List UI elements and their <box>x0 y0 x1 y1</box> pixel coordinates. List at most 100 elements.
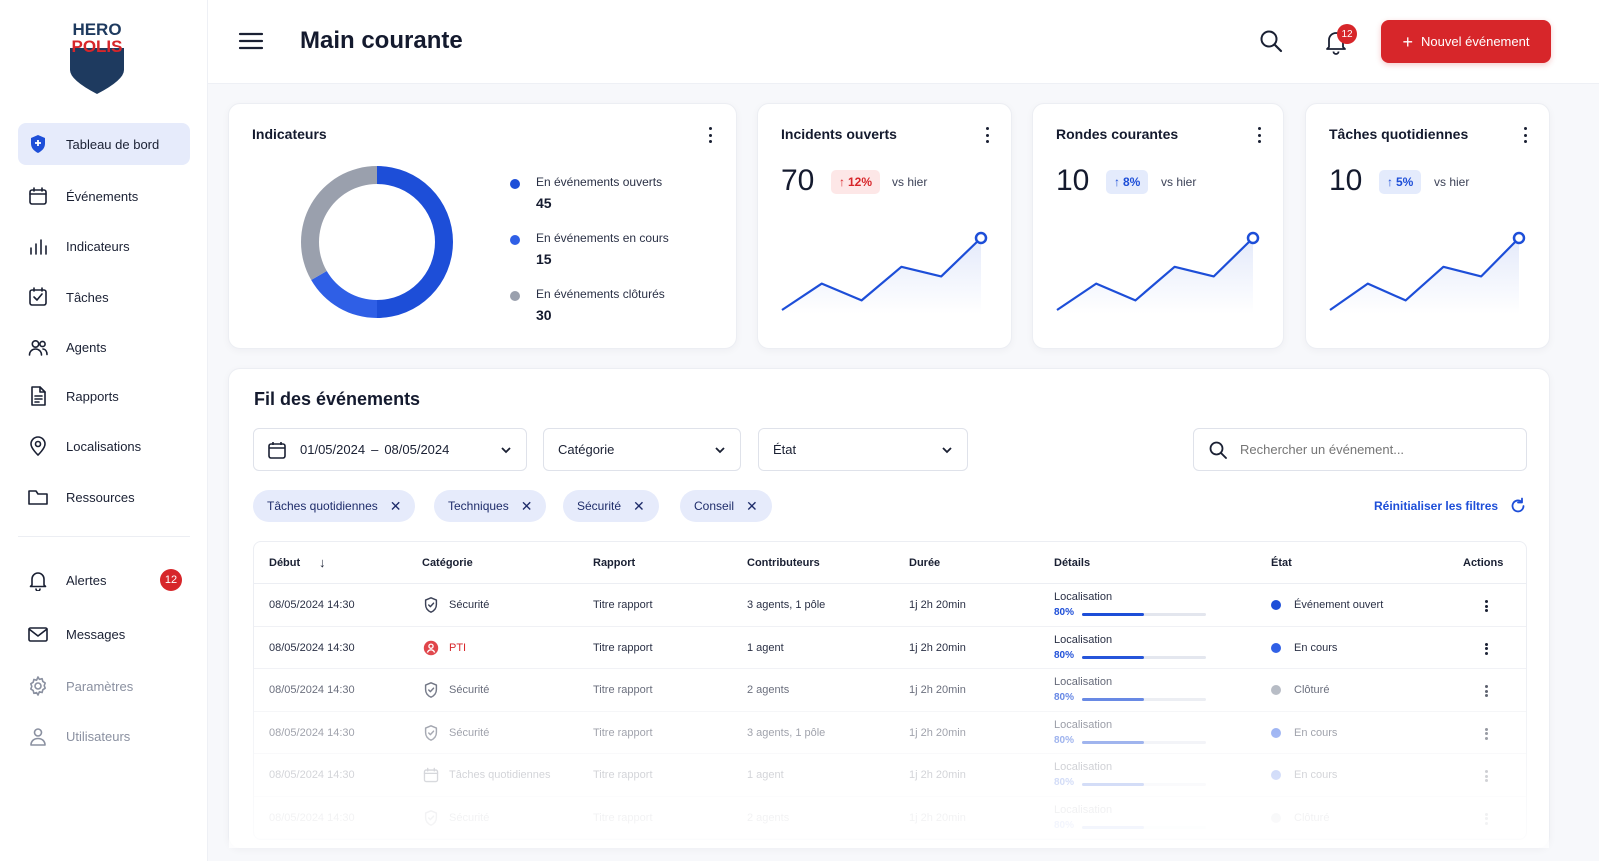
table-row[interactable]: 08/05/2024 14:30 Sécurité Titre rapport 3 a… <box>254 712 1526 754</box>
sidebar-item-label: Paramètres <box>66 678 134 694</box>
table-row[interactable]: 08/05/2024 14:30 Sécurité Titre rapport 3 a… <box>254 584 1526 627</box>
category-select[interactable]: Catégorie <box>543 428 741 471</box>
event-search-input[interactable] <box>1240 442 1510 457</box>
table-row[interactable]: 08/05/2024 14:30 Tâches quotidiennes Titre… <box>254 754 1526 797</box>
date-range-picker[interactable]: 01/05/2024 – 08/05/2024 <box>253 428 527 471</box>
close-icon[interactable]: ✕ <box>389 497 402 514</box>
progress-fill <box>1082 655 1144 659</box>
kpi-value: 10 <box>1329 164 1363 197</box>
map-pin-icon <box>27 435 49 457</box>
report-title[interactable]: Titre rapport <box>593 641 653 654</box>
sidebar-item-messages[interactable]: Messages <box>18 613 190 655</box>
state-select[interactable]: État <box>758 428 968 471</box>
indicators-card: Indicateurs En événements ouverts 45 En év… <box>228 103 737 349</box>
legend-label: En événements en cours <box>536 231 669 245</box>
kpi-card: Rondes courantes 10 ↑ 8% vs hier <box>1032 103 1284 349</box>
more-options-icon[interactable] <box>1517 125 1533 145</box>
sidebar-item-evenements[interactable]: Événements <box>18 175 190 217</box>
filter-chip-label: Techniques <box>448 499 509 513</box>
close-icon[interactable]: ✕ <box>746 497 758 514</box>
row-actions-icon[interactable] <box>1478 726 1494 742</box>
sidebar-item-tableau-de-bord[interactable]: Tableau de bord <box>18 123 190 165</box>
column-header: Actions <box>1463 557 1504 569</box>
row-actions-icon[interactable] <box>1478 811 1494 827</box>
event-search-field[interactable] <box>1193 428 1527 471</box>
refresh-icon[interactable] <box>1509 497 1527 520</box>
sidebar-item-agents[interactable]: Agents <box>18 326 190 368</box>
report-title[interactable]: Titre rapport <box>593 599 653 611</box>
plus-icon: + <box>1402 31 1414 52</box>
shield-check-icon <box>422 596 440 617</box>
close-icon[interactable]: ✕ <box>633 497 645 514</box>
sidebar-item-rapports[interactable]: Rapports <box>18 375 190 417</box>
sidebar-item-label: Tableau de bord <box>66 136 160 152</box>
sidebar-item-taches[interactable]: Tâches <box>18 276 190 318</box>
sidebar-item-ressources[interactable]: Ressources <box>18 476 190 518</box>
more-options-icon[interactable] <box>979 125 995 145</box>
row-actions-icon[interactable] <box>1478 598 1494 614</box>
detail-percent: 80% <box>1054 734 1075 746</box>
progress-fill <box>1082 825 1144 829</box>
filter-chip[interactable]: Conseil ✕ <box>680 490 772 522</box>
sidebar-item-alertes[interactable]: Alertes 12 <box>18 559 190 601</box>
top-bar: Main courante 12 + Nouvel événement <box>208 0 1599 84</box>
filter-chip-label: Conseil <box>694 499 735 513</box>
close-icon[interactable]: ✕ <box>520 497 533 514</box>
row-actions-icon[interactable] <box>1478 683 1494 699</box>
reset-filters-link[interactable]: Réinitialiser les filtres <box>1374 499 1499 513</box>
legend-value: 30 <box>536 307 552 323</box>
start-time: 08/05/2024 14:30 <box>269 769 355 781</box>
menu-icon[interactable] <box>238 28 264 54</box>
gear-icon <box>27 675 49 697</box>
progress-bar <box>1082 783 1206 786</box>
donut-segment <box>301 166 377 280</box>
sort-arrow-icon[interactable]: ↓ <box>319 555 326 570</box>
trend-sparkline <box>1329 231 1526 314</box>
row-actions-icon[interactable] <box>1478 641 1494 657</box>
state-dot <box>1271 727 1281 738</box>
kpi-delta: 12% <box>848 175 873 189</box>
search-icon[interactable] <box>1258 28 1284 54</box>
legend-value: 15 <box>536 251 552 267</box>
column-header[interactable]: Début <box>269 557 301 569</box>
table-row[interactable]: 08/05/2024 14:30 PTI Titre rapport 1 agent 1… <box>254 627 1526 669</box>
trend-endpoint <box>1246 231 1260 245</box>
state-dot <box>1271 685 1281 695</box>
more-options-icon[interactable] <box>1251 125 1267 145</box>
table-row[interactable]: 08/05/2024 14:30 Sécurité Titre rapport 2 a… <box>254 669 1526 712</box>
state-dot <box>1271 642 1281 653</box>
report-title[interactable]: Titre rapport <box>593 769 653 781</box>
events-feed-card: Fil des événements 01/05/2024 – 08/05/20… <box>228 368 1550 848</box>
report-title[interactable]: Titre rapport <box>593 684 653 696</box>
filter-chip[interactable]: Techniques ✕ <box>434 490 547 522</box>
new-event-button[interactable]: + Nouvel événement <box>1381 20 1551 63</box>
contributors: 3 agents, 1 pôle <box>747 599 826 611</box>
start-time: 08/05/2024 14:30 <box>269 599 355 611</box>
chevron-down-icon <box>941 444 953 459</box>
sidebar-item-localisations[interactable]: Localisations <box>18 425 190 467</box>
category-label: Sécurité <box>449 811 490 824</box>
detail-label: Localisation <box>1054 633 1113 646</box>
column-header: Durée <box>909 557 941 569</box>
progress-bar <box>1082 740 1206 744</box>
row-actions-icon[interactable] <box>1478 768 1494 784</box>
sidebar-item-parametres[interactable]: Paramètres <box>18 665 190 707</box>
category-label: PTI <box>449 641 467 654</box>
detail-label: Localisation <box>1054 803 1113 816</box>
column-header: Rapport <box>593 557 636 569</box>
kpi-value: 70 <box>781 164 815 197</box>
detail-percent: 80% <box>1054 777 1075 788</box>
state-dot <box>1271 600 1281 610</box>
heropolis-logo[interactable]: HERO POLIS <box>62 18 132 96</box>
filter-chip[interactable]: Sécurité ✕ <box>563 490 659 522</box>
sidebar-item-indicateurs[interactable]: Indicateurs <box>18 225 190 267</box>
more-options-icon[interactable] <box>702 125 718 145</box>
contributors: 2 agents <box>747 684 790 696</box>
sidebar-item-utilisateurs[interactable]: Utilisateurs <box>18 715 190 757</box>
report-title[interactable]: Titre rapport <box>593 726 653 739</box>
report-title[interactable]: Titre rapport <box>593 811 653 824</box>
sidebar-item-label: Événements <box>66 188 139 204</box>
contributors: 1 agent <box>747 769 784 781</box>
table-row[interactable]: 08/05/2024 14:30 Sécurité Titre rapport 2 a… <box>254 797 1526 839</box>
filter-chip[interactable]: Tâches quotidiennes ✕ <box>253 490 416 522</box>
